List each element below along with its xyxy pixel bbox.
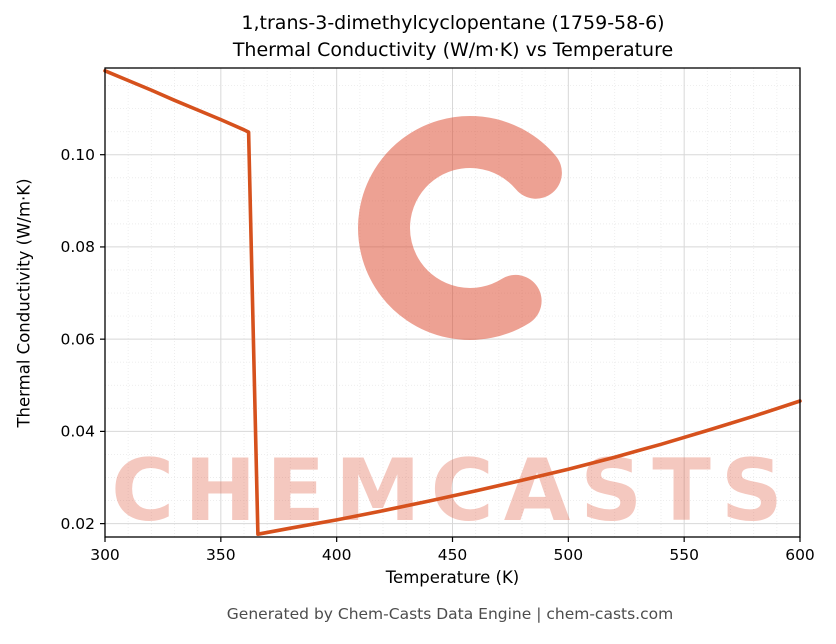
watermark-logo-icon	[358, 116, 562, 340]
watermark: CHEMCASTS	[111, 116, 793, 541]
y-tick-label: 0.02	[60, 515, 95, 533]
axis-ticks: 300 350 400 450 500 550 600 0.02 0.04 0.06 0.08 0.1…	[60, 146, 814, 564]
watermark-text: CHEMCASTS	[111, 441, 793, 541]
x-axis-label: Temperature (K)	[385, 568, 520, 587]
x-tick-label: 300	[90, 546, 120, 564]
footer-credit: Generated by Chem-Casts Data Engine | ch…	[226, 605, 674, 623]
y-tick-label: 0.04	[60, 423, 95, 441]
y-axis-label: Thermal Conductivity (W/m·K)	[14, 178, 34, 428]
x-tick-label: 400	[322, 546, 352, 564]
chart-title: 1,trans-3-dimethylcyclopentane (1759-58-…	[70, 10, 836, 64]
chart-title-line2: Thermal Conductivity (W/m·K) vs Temperat…	[232, 38, 674, 61]
chart-svg: CHEMCASTS 300 350 400 450 500 550 600 0.02 0.04 0.…	[60, 67, 815, 564]
y-tick-label: 0.08	[60, 238, 95, 256]
y-tick-label: 0.10	[60, 146, 95, 164]
x-tick-label: 500	[554, 546, 584, 564]
series-line-thermal-conductivity	[103, 69, 802, 536]
y-tick-label: 0.06	[60, 330, 95, 348]
x-tick-label: 350	[206, 546, 236, 564]
chart-title-line1: 1,trans-3-dimethylcyclopentane (1759-58-…	[241, 12, 665, 34]
x-tick-label: 450	[438, 546, 468, 564]
x-tick-label: 550	[669, 546, 699, 564]
x-tick-label: 600	[785, 546, 815, 564]
